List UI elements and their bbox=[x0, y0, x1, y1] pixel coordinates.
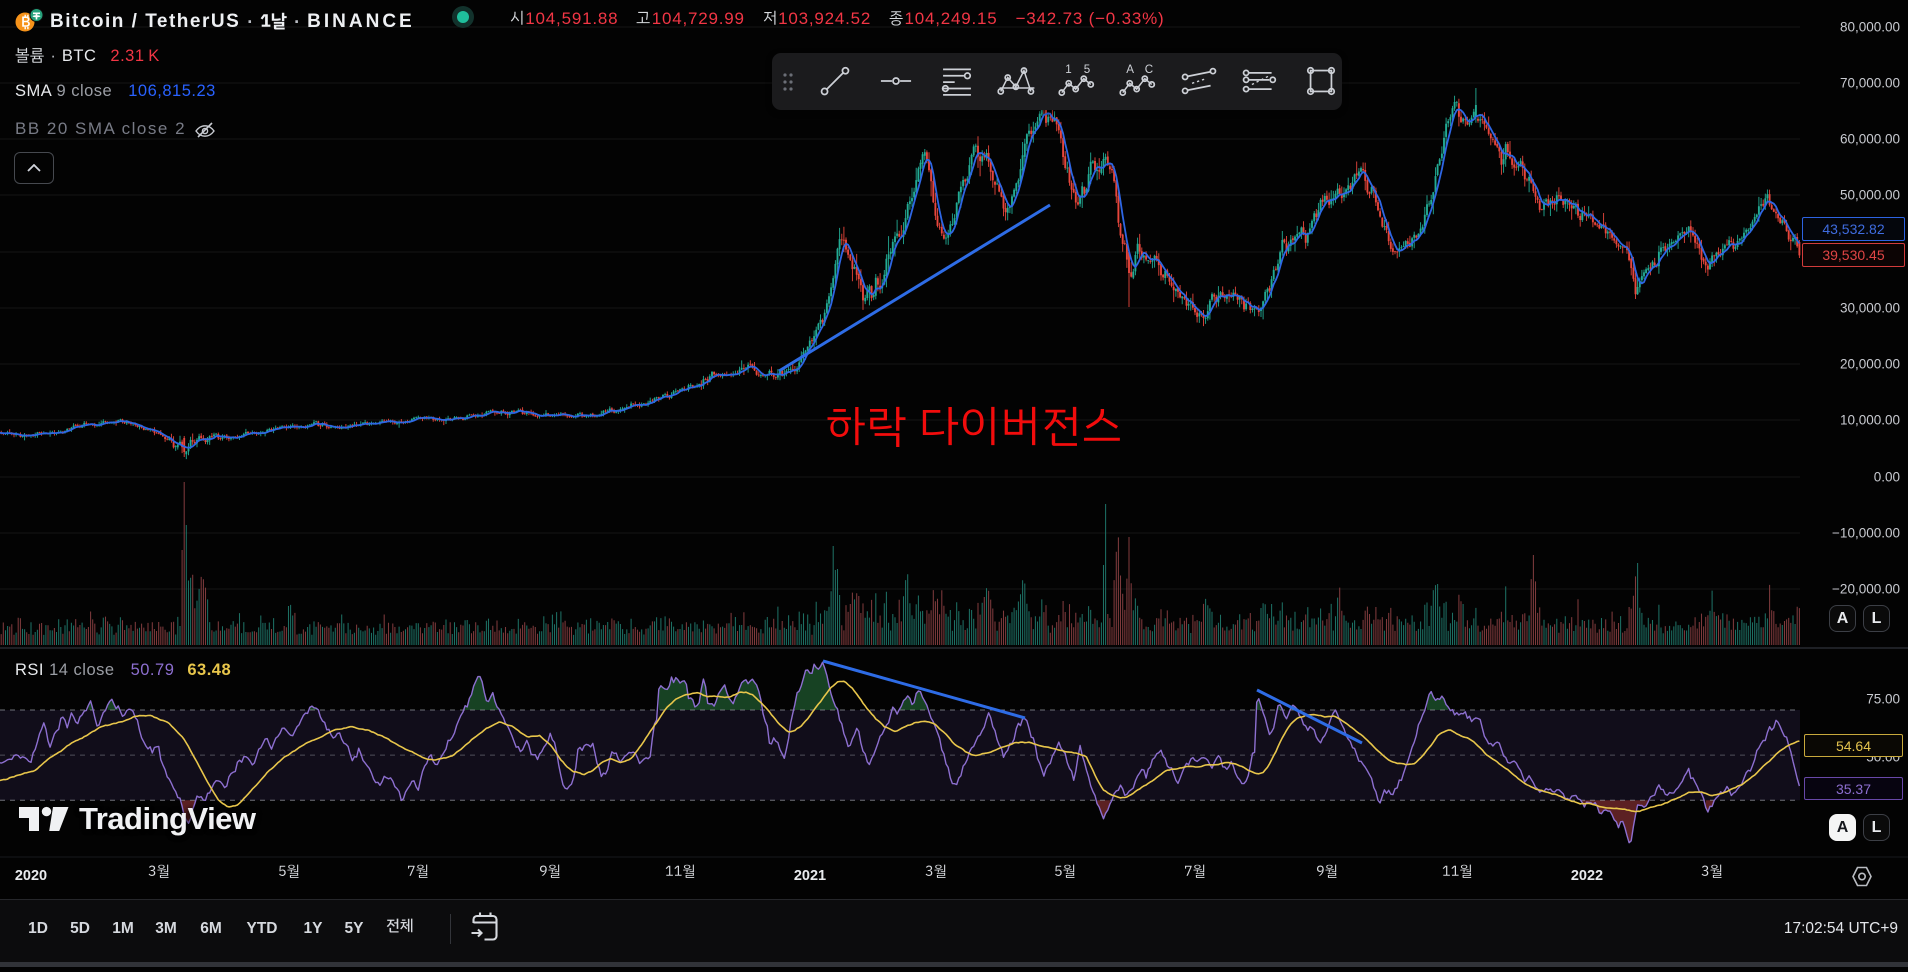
svg-text:1: 1 bbox=[1065, 64, 1071, 76]
svg-text:5: 5 bbox=[1084, 64, 1090, 76]
svg-text:A: A bbox=[1126, 64, 1134, 76]
svg-text:C: C bbox=[1145, 64, 1153, 76]
